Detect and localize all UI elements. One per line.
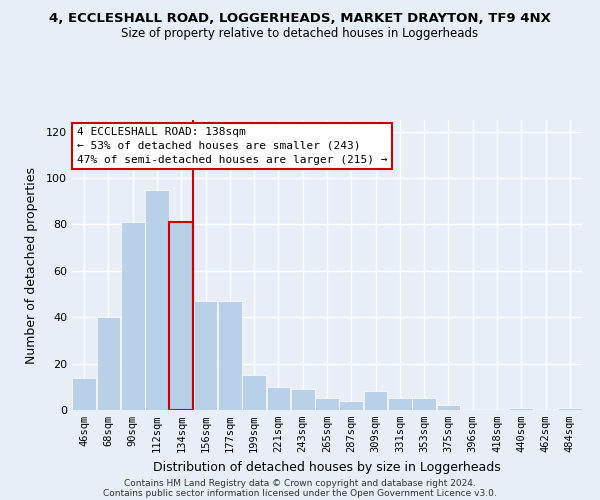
Bar [558,408,582,410]
Bar [388,398,412,410]
Text: Size of property relative to detached houses in Loggerheads: Size of property relative to detached ho… [121,28,479,40]
Bar [266,387,290,410]
Text: 4, ECCLESHALL ROAD, LOGGERHEADS, MARKET DRAYTON, TF9 4NX: 4, ECCLESHALL ROAD, LOGGERHEADS, MARKET … [49,12,551,26]
Bar [412,398,436,410]
Bar [194,301,217,410]
Bar [218,301,242,410]
Y-axis label: Number of detached properties: Number of detached properties [25,166,38,364]
Bar [97,317,121,410]
Bar [169,222,193,410]
Bar [340,400,363,410]
Bar [291,389,314,410]
Bar [437,406,460,410]
Bar [315,398,339,410]
Bar [72,378,96,410]
Text: Contains HM Land Registry data © Crown copyright and database right 2024.: Contains HM Land Registry data © Crown c… [124,478,476,488]
Bar [121,222,145,410]
Text: Contains public sector information licensed under the Open Government Licence v3: Contains public sector information licen… [103,488,497,498]
Bar [242,375,266,410]
X-axis label: Distribution of detached houses by size in Loggerheads: Distribution of detached houses by size … [153,460,501,473]
Text: 4 ECCLESHALL ROAD: 138sqm
← 53% of detached houses are smaller (243)
47% of semi: 4 ECCLESHALL ROAD: 138sqm ← 53% of detac… [77,127,388,165]
Bar [145,190,169,410]
Bar [364,392,388,410]
Bar [509,408,533,410]
